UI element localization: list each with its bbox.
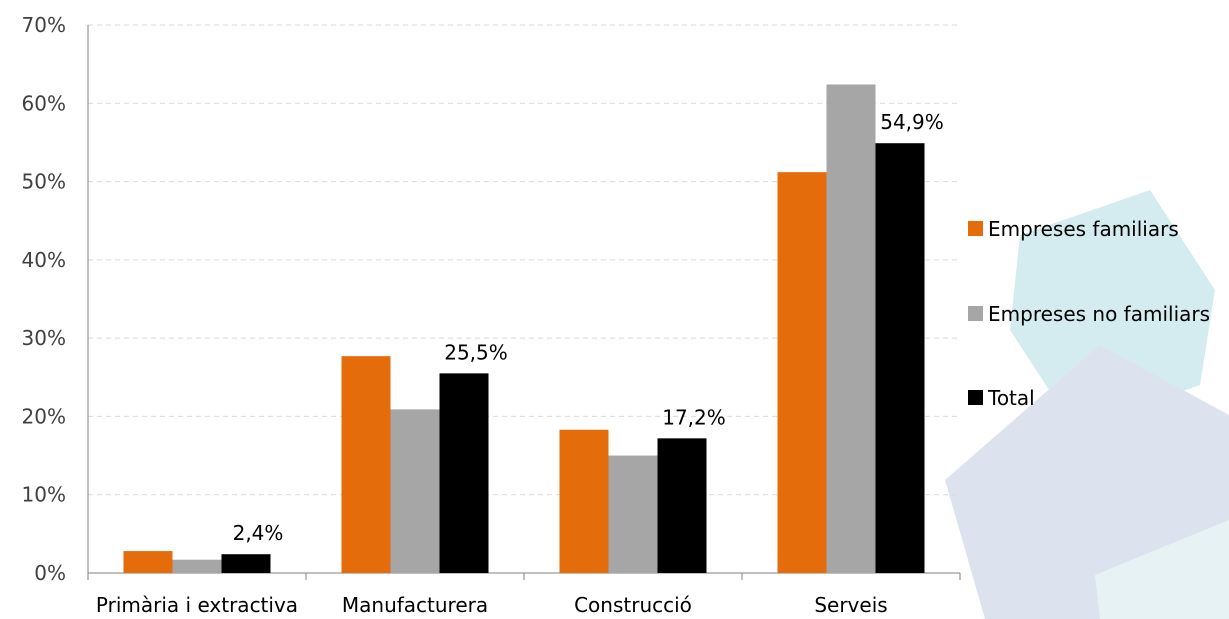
decorative-polygon-cyan-lower bbox=[1095, 520, 1229, 619]
background-decoration bbox=[945, 190, 1229, 619]
bar-total bbox=[875, 143, 925, 573]
gridlines bbox=[88, 24, 960, 496]
x-category-label: Serveis bbox=[814, 593, 887, 617]
bar-empreses-familiars bbox=[777, 172, 827, 574]
y-tick-label: 30% bbox=[22, 326, 66, 350]
bar-total bbox=[221, 554, 271, 573]
bars bbox=[123, 84, 925, 574]
legend-label: Empreses no familiars bbox=[988, 302, 1210, 326]
y-tick-label: 20% bbox=[22, 404, 66, 428]
legend: Empreses familiars Empreses no familiars T… bbox=[968, 217, 1210, 410]
decorative-hexagon-cyan bbox=[1010, 190, 1215, 430]
legend-swatch bbox=[968, 390, 983, 405]
bar-empreses-familiars bbox=[559, 429, 609, 573]
labels: 0% 10% 20% 30% 40% 50% 60% 70% Primària i extrac… bbox=[22, 13, 944, 617]
y-tick-label: 60% bbox=[22, 91, 66, 115]
legend-swatch bbox=[968, 221, 983, 236]
legend-swatch bbox=[968, 306, 983, 321]
y-tick-label: 50% bbox=[22, 170, 66, 194]
bar-empreses-no-familiars bbox=[826, 84, 876, 574]
bar-empreses-familiars bbox=[341, 356, 391, 573]
bar-empreses-familiars bbox=[123, 551, 173, 573]
y-tick-label: 70% bbox=[22, 13, 66, 37]
bar-empreses-no-familiars bbox=[390, 409, 440, 573]
data-label: 17,2% bbox=[662, 405, 726, 429]
data-label: 54,9% bbox=[880, 110, 944, 134]
bar-empreses-no-familiars bbox=[172, 559, 222, 573]
x-category-label: Construcció bbox=[574, 593, 692, 617]
x-category-label: Primària i extractiva bbox=[96, 593, 298, 617]
bar-total bbox=[439, 373, 489, 573]
x-category-label: Manufacturera bbox=[342, 593, 488, 617]
y-tick-label: 40% bbox=[22, 248, 66, 272]
bar-empreses-no-familiars bbox=[608, 455, 658, 573]
legend-label: Total bbox=[987, 386, 1035, 410]
bar-total bbox=[657, 438, 707, 573]
data-label: 2,4% bbox=[233, 521, 284, 545]
data-label: 25,5% bbox=[444, 340, 508, 364]
y-tick-label: 0% bbox=[34, 561, 66, 585]
legend-label: Empreses familiars bbox=[988, 217, 1179, 241]
y-tick-label: 10% bbox=[22, 483, 66, 507]
